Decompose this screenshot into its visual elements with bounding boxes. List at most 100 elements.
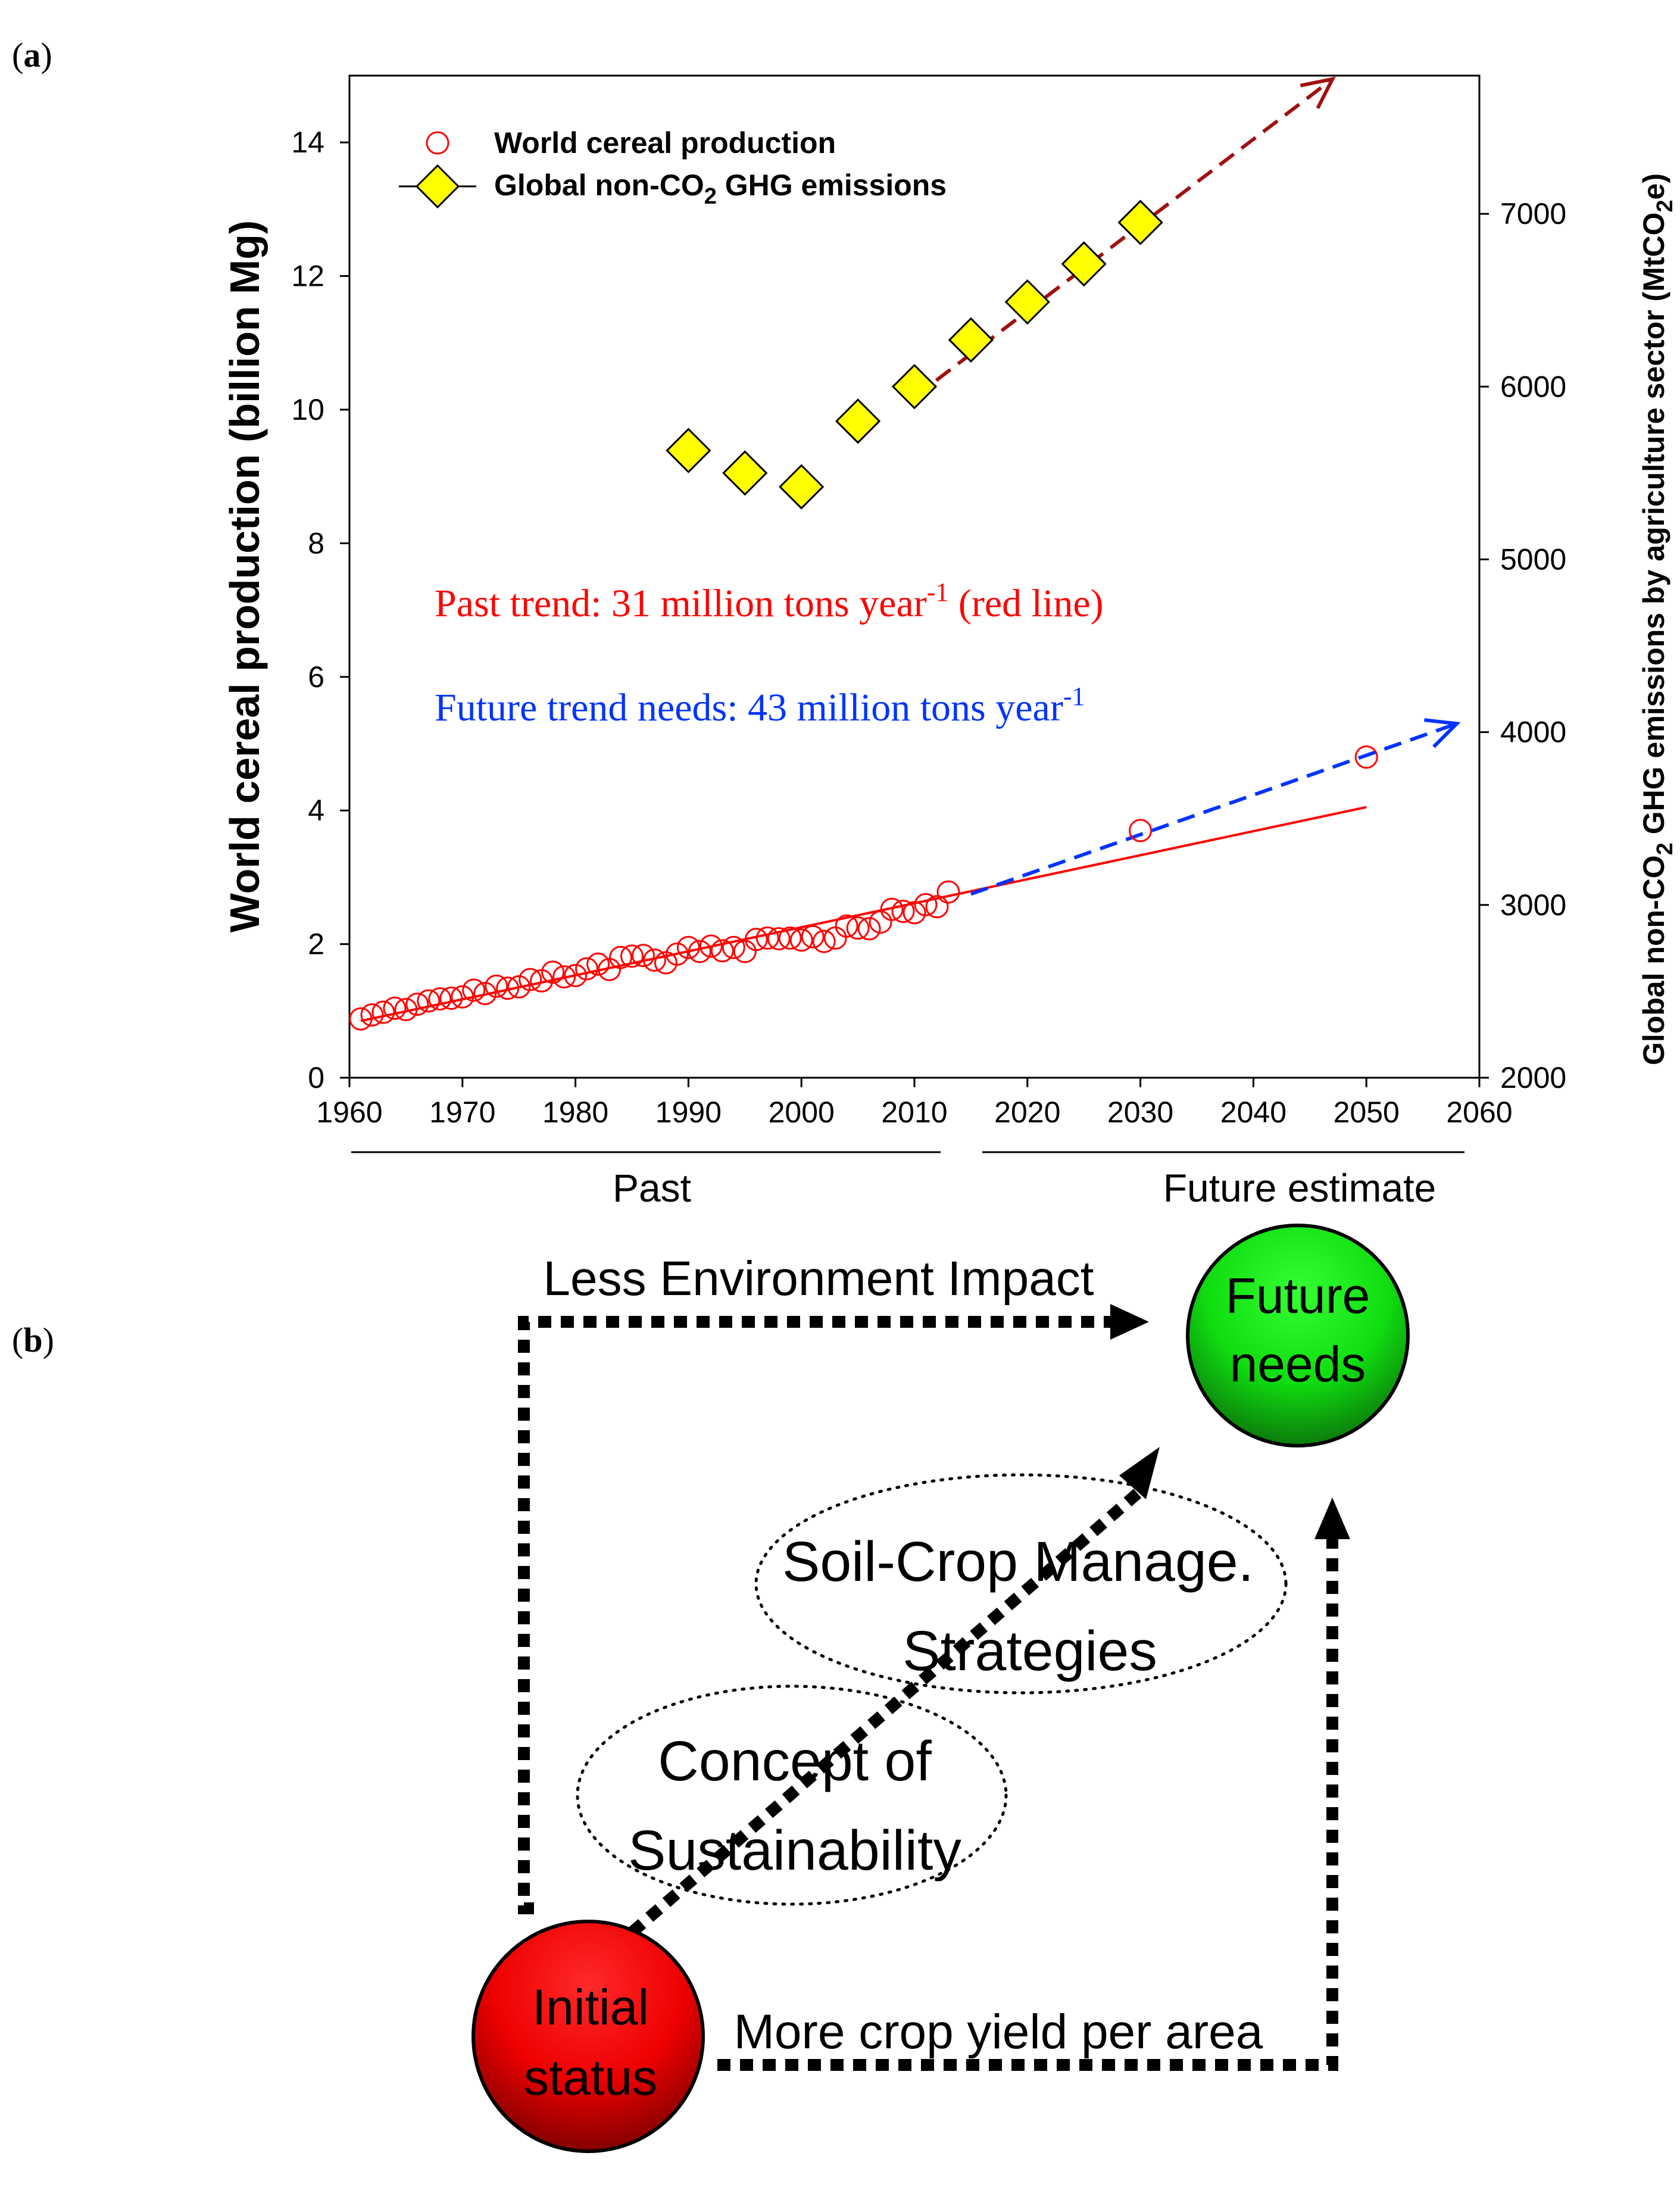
sustainability-label-line1: Concept of — [658, 1730, 932, 1793]
y2-tick-label-5000: 5000 — [1500, 542, 1566, 576]
data-points — [349, 199, 1378, 1031]
bottom-path-arrow — [717, 1497, 1350, 2071]
bottom-path-label: More crop yield per area — [734, 2005, 1263, 2059]
emission-trend-arrow-arrowhead — [1300, 76, 1336, 110]
legend: World cereal production Global non-CO2 G… — [399, 126, 947, 209]
top-path-arrowhead — [1110, 1304, 1149, 1340]
y-tick-label-2: 2 — [308, 928, 324, 961]
cereal-point-1981 — [575, 957, 599, 981]
y2-tick-label-3000: 3000 — [1500, 888, 1566, 922]
cereal-point-2030 — [1129, 819, 1153, 843]
y2-axis-title: Global non-CO2 GHG emissions by agricult… — [1637, 173, 1678, 1065]
y-tick-label-10: 10 — [291, 393, 324, 426]
cereal-point-1987 — [642, 949, 666, 972]
initial-status-node: Initial status — [471, 1920, 705, 2153]
top-path-label: Less Environment Impact — [543, 1252, 1094, 1306]
cereal-point-2012 — [925, 895, 949, 919]
x-tick-label-1970: 1970 — [429, 1096, 495, 1129]
cereal-point-1961 — [349, 1007, 373, 1031]
y-tick-label-4: 4 — [308, 794, 324, 827]
sustainability-label-line2: Sustainability — [628, 1819, 961, 1882]
past-trend-annotation: Past trend: 31 million tons year-1 (red … — [435, 578, 1104, 625]
cereal-point-2006 — [857, 917, 881, 941]
y-tick-label-14: 14 — [291, 126, 324, 159]
y-tick-label-0: 0 — [308, 1061, 324, 1094]
y-tick-label-6: 6 — [308, 660, 324, 694]
panel-a-label: (a) — [12, 36, 52, 74]
cereal-point-1970 — [451, 985, 474, 1009]
cereal-point-1993 — [710, 939, 734, 963]
ghg-point-2015 — [948, 317, 994, 363]
x-tick-label-2010: 2010 — [881, 1096, 947, 1129]
cereal-point-2013 — [936, 880, 960, 904]
cereal-point-1967 — [417, 989, 441, 1013]
legend-label-ghg: Global non-CO2 GHG emissions — [494, 169, 947, 209]
cereal-point-2009 — [891, 900, 915, 924]
cereal-point-2004 — [835, 914, 858, 938]
cereal-point-1991 — [688, 940, 711, 963]
cereal-point-2002 — [812, 929, 836, 953]
cereal-point-2005 — [846, 916, 870, 940]
y2-tick-label-2000: 2000 — [1500, 1061, 1566, 1094]
cereal-point-1982 — [586, 952, 610, 976]
initial-status-circle — [471, 1920, 705, 2153]
cereal-point-1985 — [620, 944, 644, 968]
bottom-path-arrowhead — [1314, 1497, 1350, 1539]
bottom-path-dotted-line — [717, 1539, 1338, 2071]
initial-status-label-line1: Initial — [532, 1979, 649, 2035]
y2-tick-label-7000: 7000 — [1500, 197, 1566, 230]
cereal-point-1996 — [744, 928, 768, 951]
cereal-point-1976 — [519, 968, 542, 991]
ghg-point-2020 — [1004, 279, 1050, 325]
future-trend-annotation: Future trend needs: 43 million tons year… — [435, 682, 1085, 729]
cereal-point-2011 — [914, 893, 938, 916]
cereal-point-1980 — [564, 963, 588, 987]
cereal-point-1963 — [371, 1000, 395, 1024]
future-trend-arrow-line — [970, 722, 1458, 896]
y2-tick-label-4000: 4000 — [1500, 716, 1566, 749]
cereal-point-1965 — [394, 998, 418, 1022]
cereal-point-1968 — [428, 987, 452, 1011]
legend-diamond-marker — [415, 164, 460, 209]
legend-label-cereal: World cereal production — [494, 126, 836, 160]
top-path-dotted-line — [518, 1316, 1119, 1914]
ellipse-sustainability — [576, 1684, 1008, 1906]
cereal-point-1962 — [360, 1003, 384, 1027]
x-tick-label-2040: 2040 — [1220, 1096, 1286, 1129]
cereal-point-1971 — [462, 978, 486, 1002]
top-path-arrow — [518, 1304, 1149, 1914]
trend-lines — [360, 76, 1461, 1022]
ghg-point-2030 — [1117, 199, 1163, 245]
ghg-point-1995 — [722, 450, 768, 496]
y-axis-title: World cereal production (billion Mg) — [221, 220, 268, 932]
cereal-point-2003 — [823, 926, 847, 950]
cereal-point-1969 — [439, 986, 463, 1010]
cereal-point-1989 — [665, 942, 689, 966]
future-trend-arrow-arrowhead — [1424, 718, 1461, 748]
cereal-point-2001 — [801, 925, 825, 949]
plot-frame — [348, 74, 1481, 1079]
cereal-point-1998 — [767, 927, 791, 951]
cereal-point-1984 — [609, 946, 633, 969]
cereal-point-2050 — [1354, 745, 1378, 769]
cereal-point-1997 — [755, 926, 779, 950]
cereal-point-1994 — [722, 935, 745, 959]
cereal-point-2008 — [880, 897, 904, 921]
y-tick-label-8: 8 — [308, 526, 324, 560]
cereal-point-1979 — [552, 965, 576, 989]
x-tick-label-2030: 2030 — [1107, 1096, 1173, 1129]
cereal-point-1978 — [541, 960, 565, 984]
x-axis: 1960 1970 1980 1990 2000 2010 2020 2030 2040 2050… — [316, 1078, 1513, 1129]
x-tick-label-1980: 1980 — [542, 1096, 608, 1129]
panel-b-label: (b) — [12, 1321, 54, 1359]
y-axis-right: 2000 3000 4000 5000 6000 7000 — [1479, 197, 1566, 1094]
y2-tick-label-6000: 6000 — [1500, 370, 1566, 403]
past-period-label: Past — [613, 1166, 691, 1210]
cereal-point-1972 — [473, 982, 497, 1006]
x-tick-label-1990: 1990 — [655, 1096, 722, 1129]
cereal-point-2000 — [789, 928, 813, 952]
future-needs-node: Future needs — [1186, 1224, 1410, 1447]
past-trend-line — [360, 806, 1367, 1022]
cereal-point-1992 — [699, 934, 723, 958]
y-tick-label-12: 12 — [291, 260, 324, 293]
